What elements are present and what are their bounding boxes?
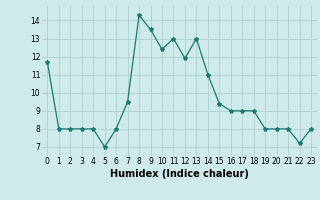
- X-axis label: Humidex (Indice chaleur): Humidex (Indice chaleur): [110, 169, 249, 179]
